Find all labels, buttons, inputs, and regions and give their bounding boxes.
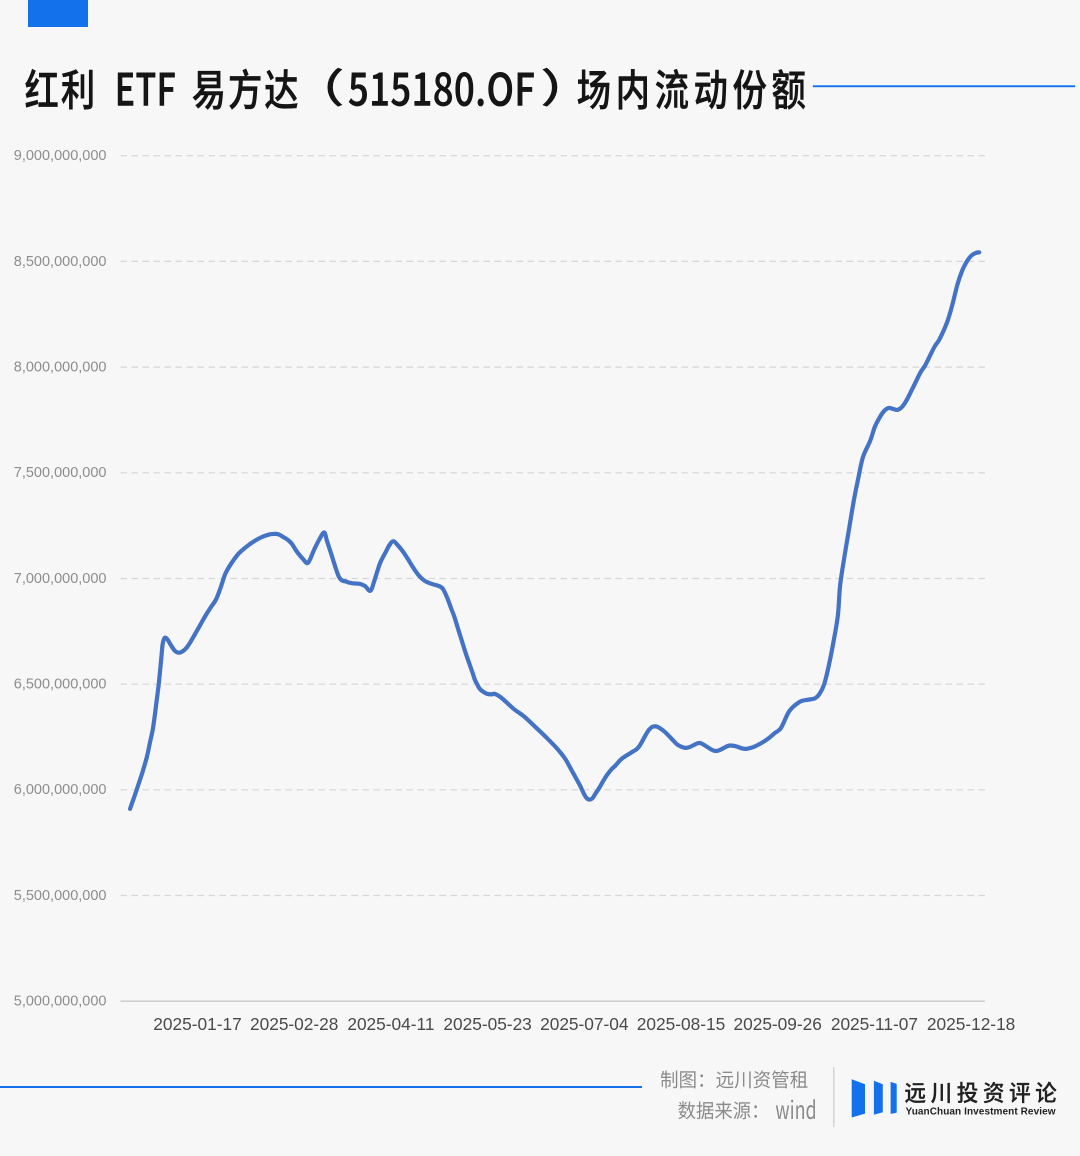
svg-text:7,500,000,000: 7,500,000,000: [14, 465, 107, 481]
svg-text:6,000,000,000: 6,000,000,000: [14, 782, 107, 798]
svg-text:2025-05-23: 2025-05-23: [443, 1014, 531, 1034]
svg-text:5,500,000,000: 5,500,000,000: [14, 888, 107, 904]
svg-text:5,000,000,000: 5,000,000,000: [14, 994, 107, 1010]
svg-text:9,000,000,000: 9,000,000,000: [14, 148, 107, 164]
svg-text:2025-11-07: 2025-11-07: [831, 1014, 918, 1034]
svg-text:7,000,000,000: 7,000,000,000: [14, 571, 107, 587]
svg-text:2025-04-11: 2025-04-11: [347, 1014, 434, 1034]
svg-text:6,500,000,000: 6,500,000,000: [14, 677, 107, 693]
svg-text:2025-07-04: 2025-07-04: [540, 1014, 629, 1034]
svg-text:2025-02-28: 2025-02-28: [250, 1014, 338, 1034]
svg-text:8,000,000,000: 8,000,000,000: [14, 360, 107, 376]
svg-text:YuanChuan Investment Review: YuanChuan Investment Review: [906, 1107, 1056, 1118]
svg-text:8,500,000,000: 8,500,000,000: [14, 254, 107, 270]
svg-text:2025-09-26: 2025-09-26: [733, 1014, 821, 1034]
svg-text:2025-01-17: 2025-01-17: [153, 1014, 241, 1034]
svg-text:2025-08-15: 2025-08-15: [637, 1014, 725, 1034]
svg-text:2025-12-18: 2025-12-18: [927, 1014, 1015, 1034]
